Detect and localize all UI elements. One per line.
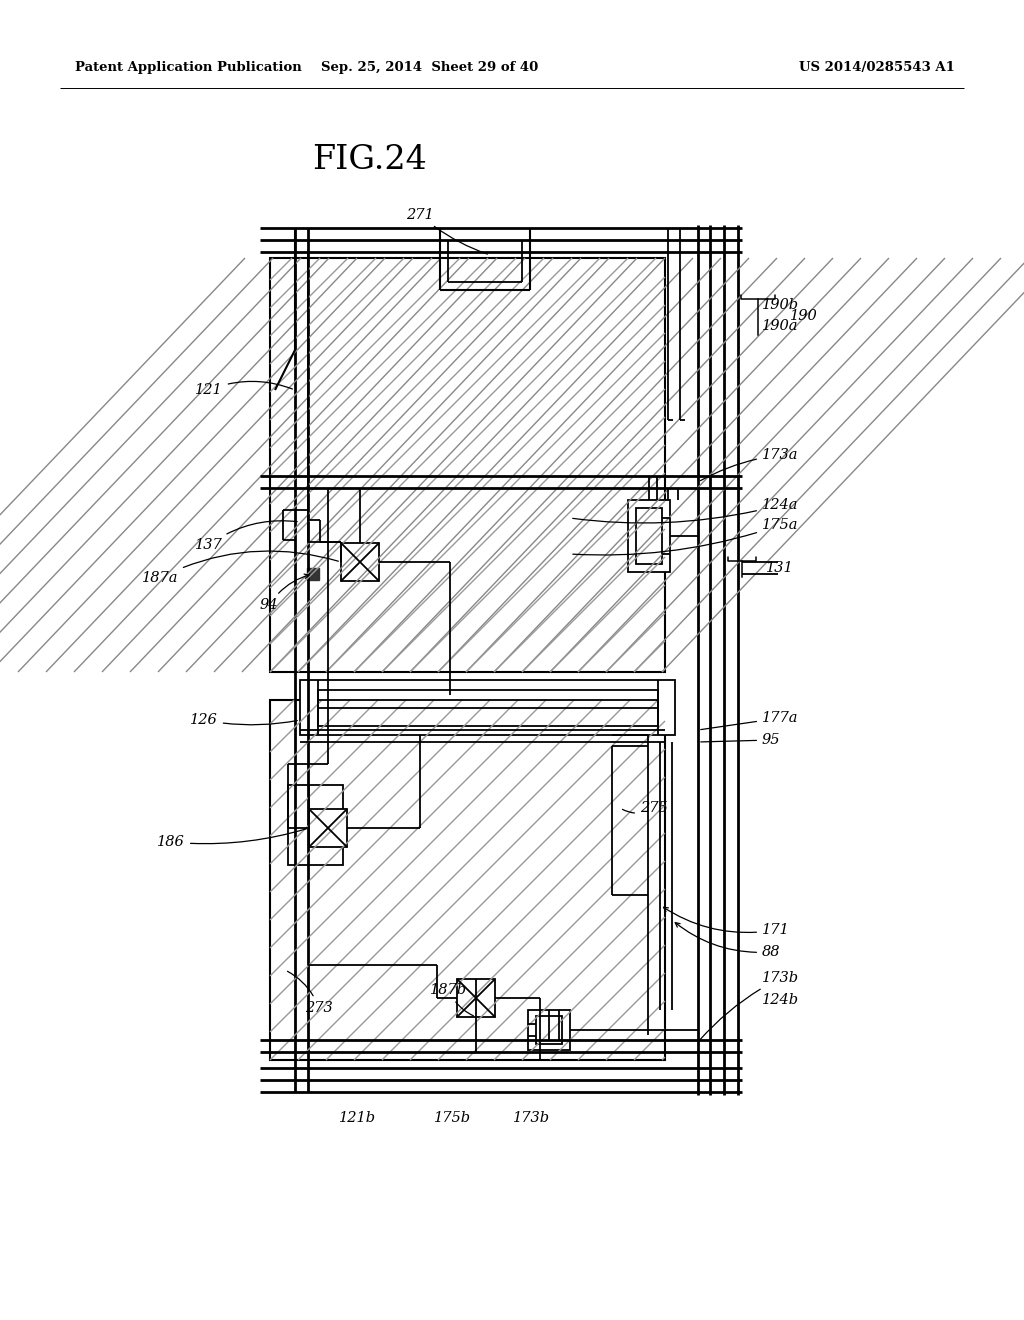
Text: 186: 186: [158, 829, 306, 849]
Text: 121: 121: [195, 381, 293, 397]
Text: 190: 190: [790, 309, 818, 323]
Bar: [341, 543, 379, 581]
Bar: [528, 1010, 570, 1049]
Text: 88: 88: [675, 923, 780, 960]
Text: 177a: 177a: [700, 711, 799, 730]
Bar: [636, 508, 662, 564]
Text: 121b: 121b: [339, 1111, 377, 1125]
Text: 171: 171: [664, 907, 790, 937]
Text: 275: 275: [623, 801, 668, 814]
Bar: [536, 1016, 562, 1044]
Text: 95: 95: [700, 733, 780, 747]
Text: 124b: 124b: [762, 993, 799, 1007]
Text: 271: 271: [407, 209, 487, 255]
Text: 137: 137: [195, 521, 297, 552]
Text: 173b: 173b: [513, 1111, 551, 1125]
Text: 175a: 175a: [572, 517, 799, 554]
Text: 190b: 190b: [762, 298, 799, 312]
Bar: [270, 700, 665, 1060]
Bar: [628, 500, 670, 572]
Text: Sep. 25, 2014  Sheet 29 of 40: Sep. 25, 2014 Sheet 29 of 40: [322, 62, 539, 74]
Text: 124a: 124a: [572, 498, 799, 523]
Bar: [270, 257, 665, 672]
Text: 190a: 190a: [762, 319, 799, 333]
Text: 187b: 187b: [430, 983, 473, 1016]
Text: 173a: 173a: [700, 447, 799, 480]
Bar: [288, 785, 343, 865]
Text: US 2014/0285543 A1: US 2014/0285543 A1: [799, 62, 955, 74]
Bar: [457, 979, 495, 1016]
Text: 187a: 187a: [141, 550, 338, 585]
Text: 94: 94: [260, 574, 309, 612]
Text: 175b: 175b: [434, 1111, 472, 1125]
Text: 273: 273: [288, 972, 333, 1015]
Text: Patent Application Publication: Patent Application Publication: [75, 62, 302, 74]
Text: 173b: 173b: [699, 972, 799, 1040]
Bar: [300, 680, 675, 735]
Bar: [307, 568, 319, 579]
Text: 126: 126: [190, 713, 297, 727]
Bar: [270, 257, 665, 672]
Text: 131: 131: [766, 561, 794, 576]
Bar: [270, 700, 665, 1060]
Bar: [309, 809, 347, 847]
Text: FIG.24: FIG.24: [312, 144, 427, 176]
Bar: [318, 690, 658, 726]
